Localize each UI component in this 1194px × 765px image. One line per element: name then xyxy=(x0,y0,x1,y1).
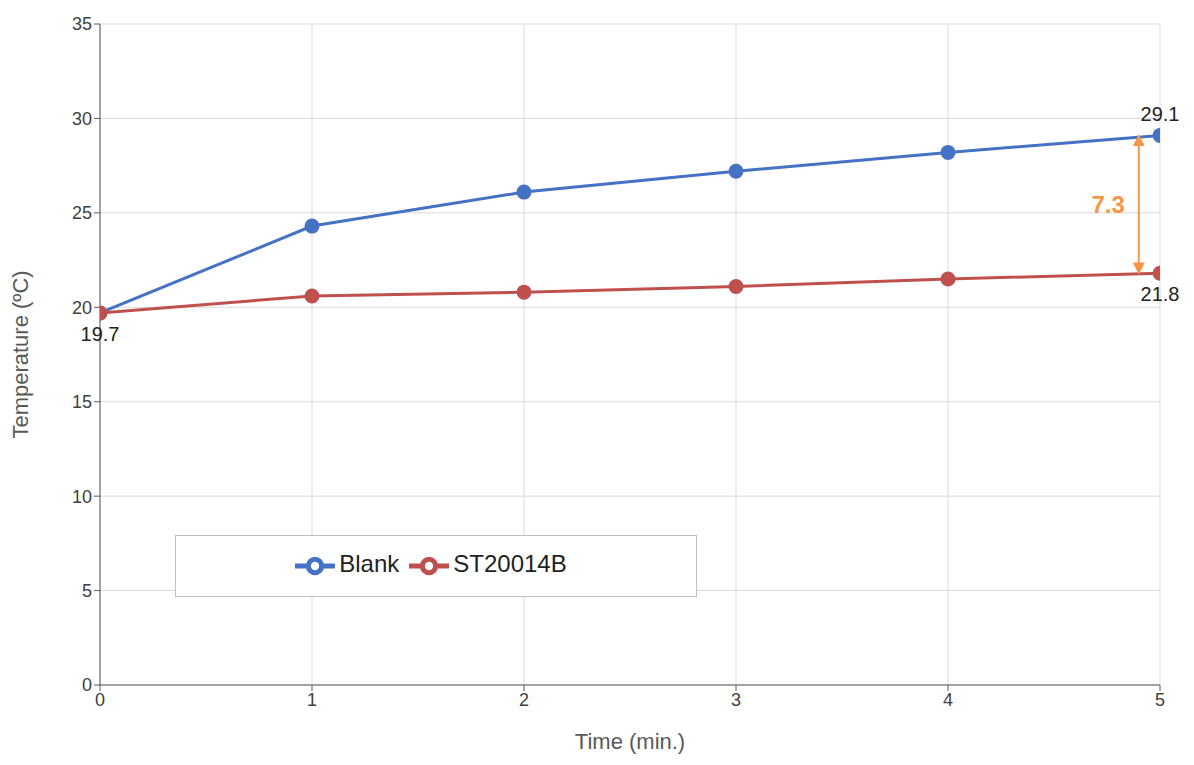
svg-text:10: 10 xyxy=(72,487,92,507)
svg-text:20: 20 xyxy=(72,298,92,318)
svg-text:19.7: 19.7 xyxy=(81,323,120,345)
svg-text:0: 0 xyxy=(82,675,92,695)
svg-text:5: 5 xyxy=(82,581,92,601)
svg-text:3: 3 xyxy=(731,690,741,710)
svg-text:Time (min.): Time (min.) xyxy=(575,729,685,754)
svg-text:15: 15 xyxy=(72,392,92,412)
svg-text:5: 5 xyxy=(1155,690,1165,710)
svg-text:1: 1 xyxy=(307,690,317,710)
svg-text:7.3: 7.3 xyxy=(1091,191,1124,218)
html-text:Blank: Blank xyxy=(339,550,400,578)
svg-text:21.8: 21.8 xyxy=(1141,283,1180,305)
svg-text:0: 0 xyxy=(95,690,105,710)
svg-text:25: 25 xyxy=(72,203,92,223)
svg-text:35: 35 xyxy=(72,14,92,34)
svg-text:4: 4 xyxy=(943,690,953,710)
svg-text:2: 2 xyxy=(519,690,529,710)
svg-text:29.1: 29.1 xyxy=(1141,103,1180,125)
svg-text:Temperature (ºC): Temperature (ºC) xyxy=(8,270,33,438)
svg-text:30: 30 xyxy=(72,109,92,129)
html-text:ST20014B: ST20014B xyxy=(453,550,567,578)
